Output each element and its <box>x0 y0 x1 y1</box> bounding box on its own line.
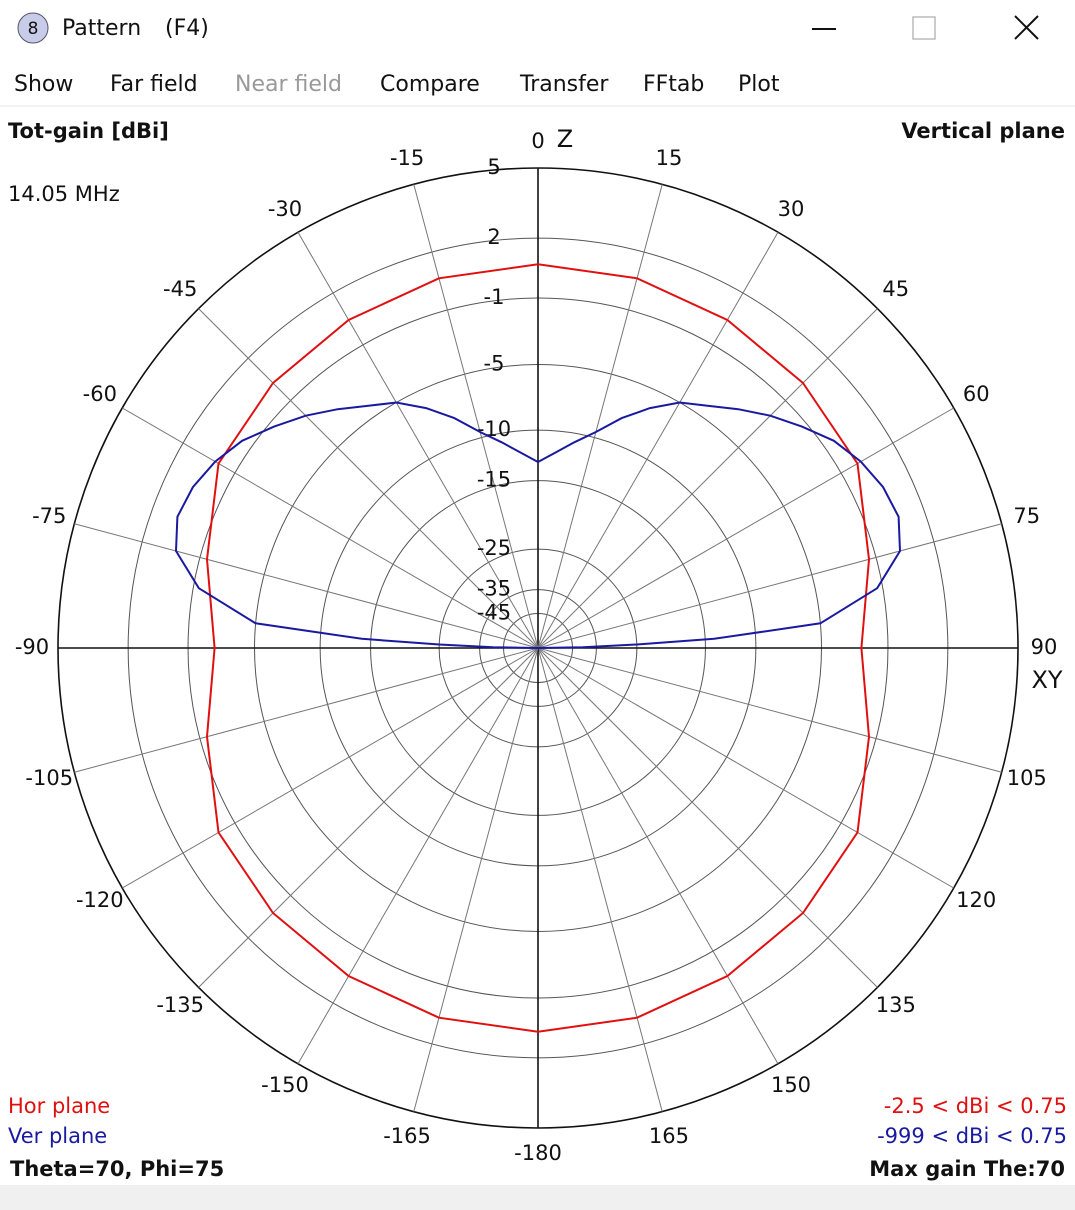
legend-range: -2.5 < dBi < 0.75 <box>884 1094 1067 1118</box>
theta-tick-label: 105 <box>1007 766 1047 790</box>
menu-item[interactable]: Far field <box>110 72 198 97</box>
close-button[interactable] <box>1014 15 1039 40</box>
theta-tick-label: 30 <box>778 197 805 221</box>
spoke <box>198 308 539 649</box>
theta-tick-label: 135 <box>876 993 916 1017</box>
theta-tick-label: 150 <box>771 1073 811 1097</box>
r-tick-label: -10 <box>477 417 511 441</box>
theta-tick-label: -60 <box>83 382 117 406</box>
spoke <box>198 647 539 988</box>
theta-tick-label: -15 <box>390 146 424 170</box>
theta-tick-label: 0 <box>531 129 544 153</box>
r-tick-label: -15 <box>477 468 511 492</box>
r-tick-label: -5 <box>484 352 505 376</box>
z-axis-label: Z <box>557 125 573 153</box>
frequency: 14.05 MHz <box>8 182 120 206</box>
spoke <box>537 647 878 988</box>
spoke <box>413 647 539 1112</box>
theta-tick-label: -75 <box>32 504 66 528</box>
theta-tick-label: -180 <box>514 1141 562 1165</box>
spoke <box>537 407 954 649</box>
theta-tick-label: -165 <box>383 1124 431 1148</box>
spoke <box>537 308 878 649</box>
spoke <box>537 232 779 649</box>
theta-tick-label: -45 <box>163 277 197 301</box>
theta-tick-label: 15 <box>656 146 683 170</box>
theta-tick-label: -30 <box>268 197 302 221</box>
spoke <box>537 647 663 1112</box>
spoke <box>297 232 539 649</box>
spoke <box>537 523 1002 649</box>
window-shortcut: (F4) <box>165 16 209 41</box>
spoke <box>122 407 539 649</box>
annotation: Max gain The:70 <box>869 1157 1065 1181</box>
spoke <box>537 647 954 889</box>
r-tick-label: 5 <box>487 155 500 179</box>
theta-tick-label: 75 <box>1013 504 1040 528</box>
theta-tick-label: 90 <box>1031 635 1058 659</box>
theta-tick-label: 165 <box>649 1124 689 1148</box>
legend-range: -999 < dBi < 0.75 <box>877 1124 1067 1148</box>
theta-tick-label: -135 <box>156 993 204 1017</box>
app-icon-text: 8 <box>28 19 39 39</box>
theta-tick-label: 45 <box>882 277 909 301</box>
spoke <box>537 647 779 1064</box>
menu-item[interactable]: Show <box>14 72 73 97</box>
legend-entry: Ver plane <box>8 1124 107 1148</box>
menu-item[interactable]: Transfer <box>519 72 609 97</box>
pattern-line <box>205 263 871 1033</box>
spoke <box>413 184 539 649</box>
r-tick-label: -35 <box>477 577 511 601</box>
spoke <box>537 184 663 649</box>
maximize-button[interactable] <box>912 16 936 40</box>
spoke <box>297 647 539 1064</box>
menu-item[interactable]: Compare <box>380 72 480 97</box>
r-tick-label: 2 <box>487 225 500 249</box>
spoke <box>74 647 539 773</box>
legend-entry: Hor plane <box>8 1094 110 1118</box>
theta-tick-label: 60 <box>963 382 990 406</box>
polar-plot: 0 15 30 45 60 75 90 105 120 135 150 165 -180 -165 -150… <box>8 125 1067 1165</box>
pattern-line <box>174 401 902 649</box>
menu-item[interactable]: Plot <box>738 72 780 97</box>
plane-title: Vertical plane <box>901 119 1065 143</box>
spoke <box>537 647 1002 773</box>
menu-item[interactable]: Near field <box>235 72 342 97</box>
theta-tick-label: -150 <box>261 1073 309 1097</box>
menu-item[interactable]: FFtab <box>643 72 704 97</box>
theta-tick-label: -120 <box>76 888 124 912</box>
xy-axis-label: XY <box>1031 666 1062 694</box>
r-tick-label: -25 <box>477 536 511 560</box>
spoke <box>74 523 539 649</box>
status-strip <box>0 1185 1075 1210</box>
theta-tick-label: -105 <box>25 766 73 790</box>
app-icon <box>17 12 49 44</box>
r-tick-label: -45 <box>477 601 511 625</box>
r-label: Tot-gain [dBi] <box>8 119 169 143</box>
menu-bar: Show Far field Near field Compare Transfer FF… <box>14 72 780 97</box>
spoke <box>122 647 539 889</box>
r-tick-label: -1 <box>484 285 505 309</box>
theta-tick-label: -90 <box>15 635 49 659</box>
annotation: Theta=70, Phi=75 <box>10 1157 224 1181</box>
theta-tick-label: 120 <box>956 888 996 912</box>
window-title: Pattern <box>62 16 141 41</box>
